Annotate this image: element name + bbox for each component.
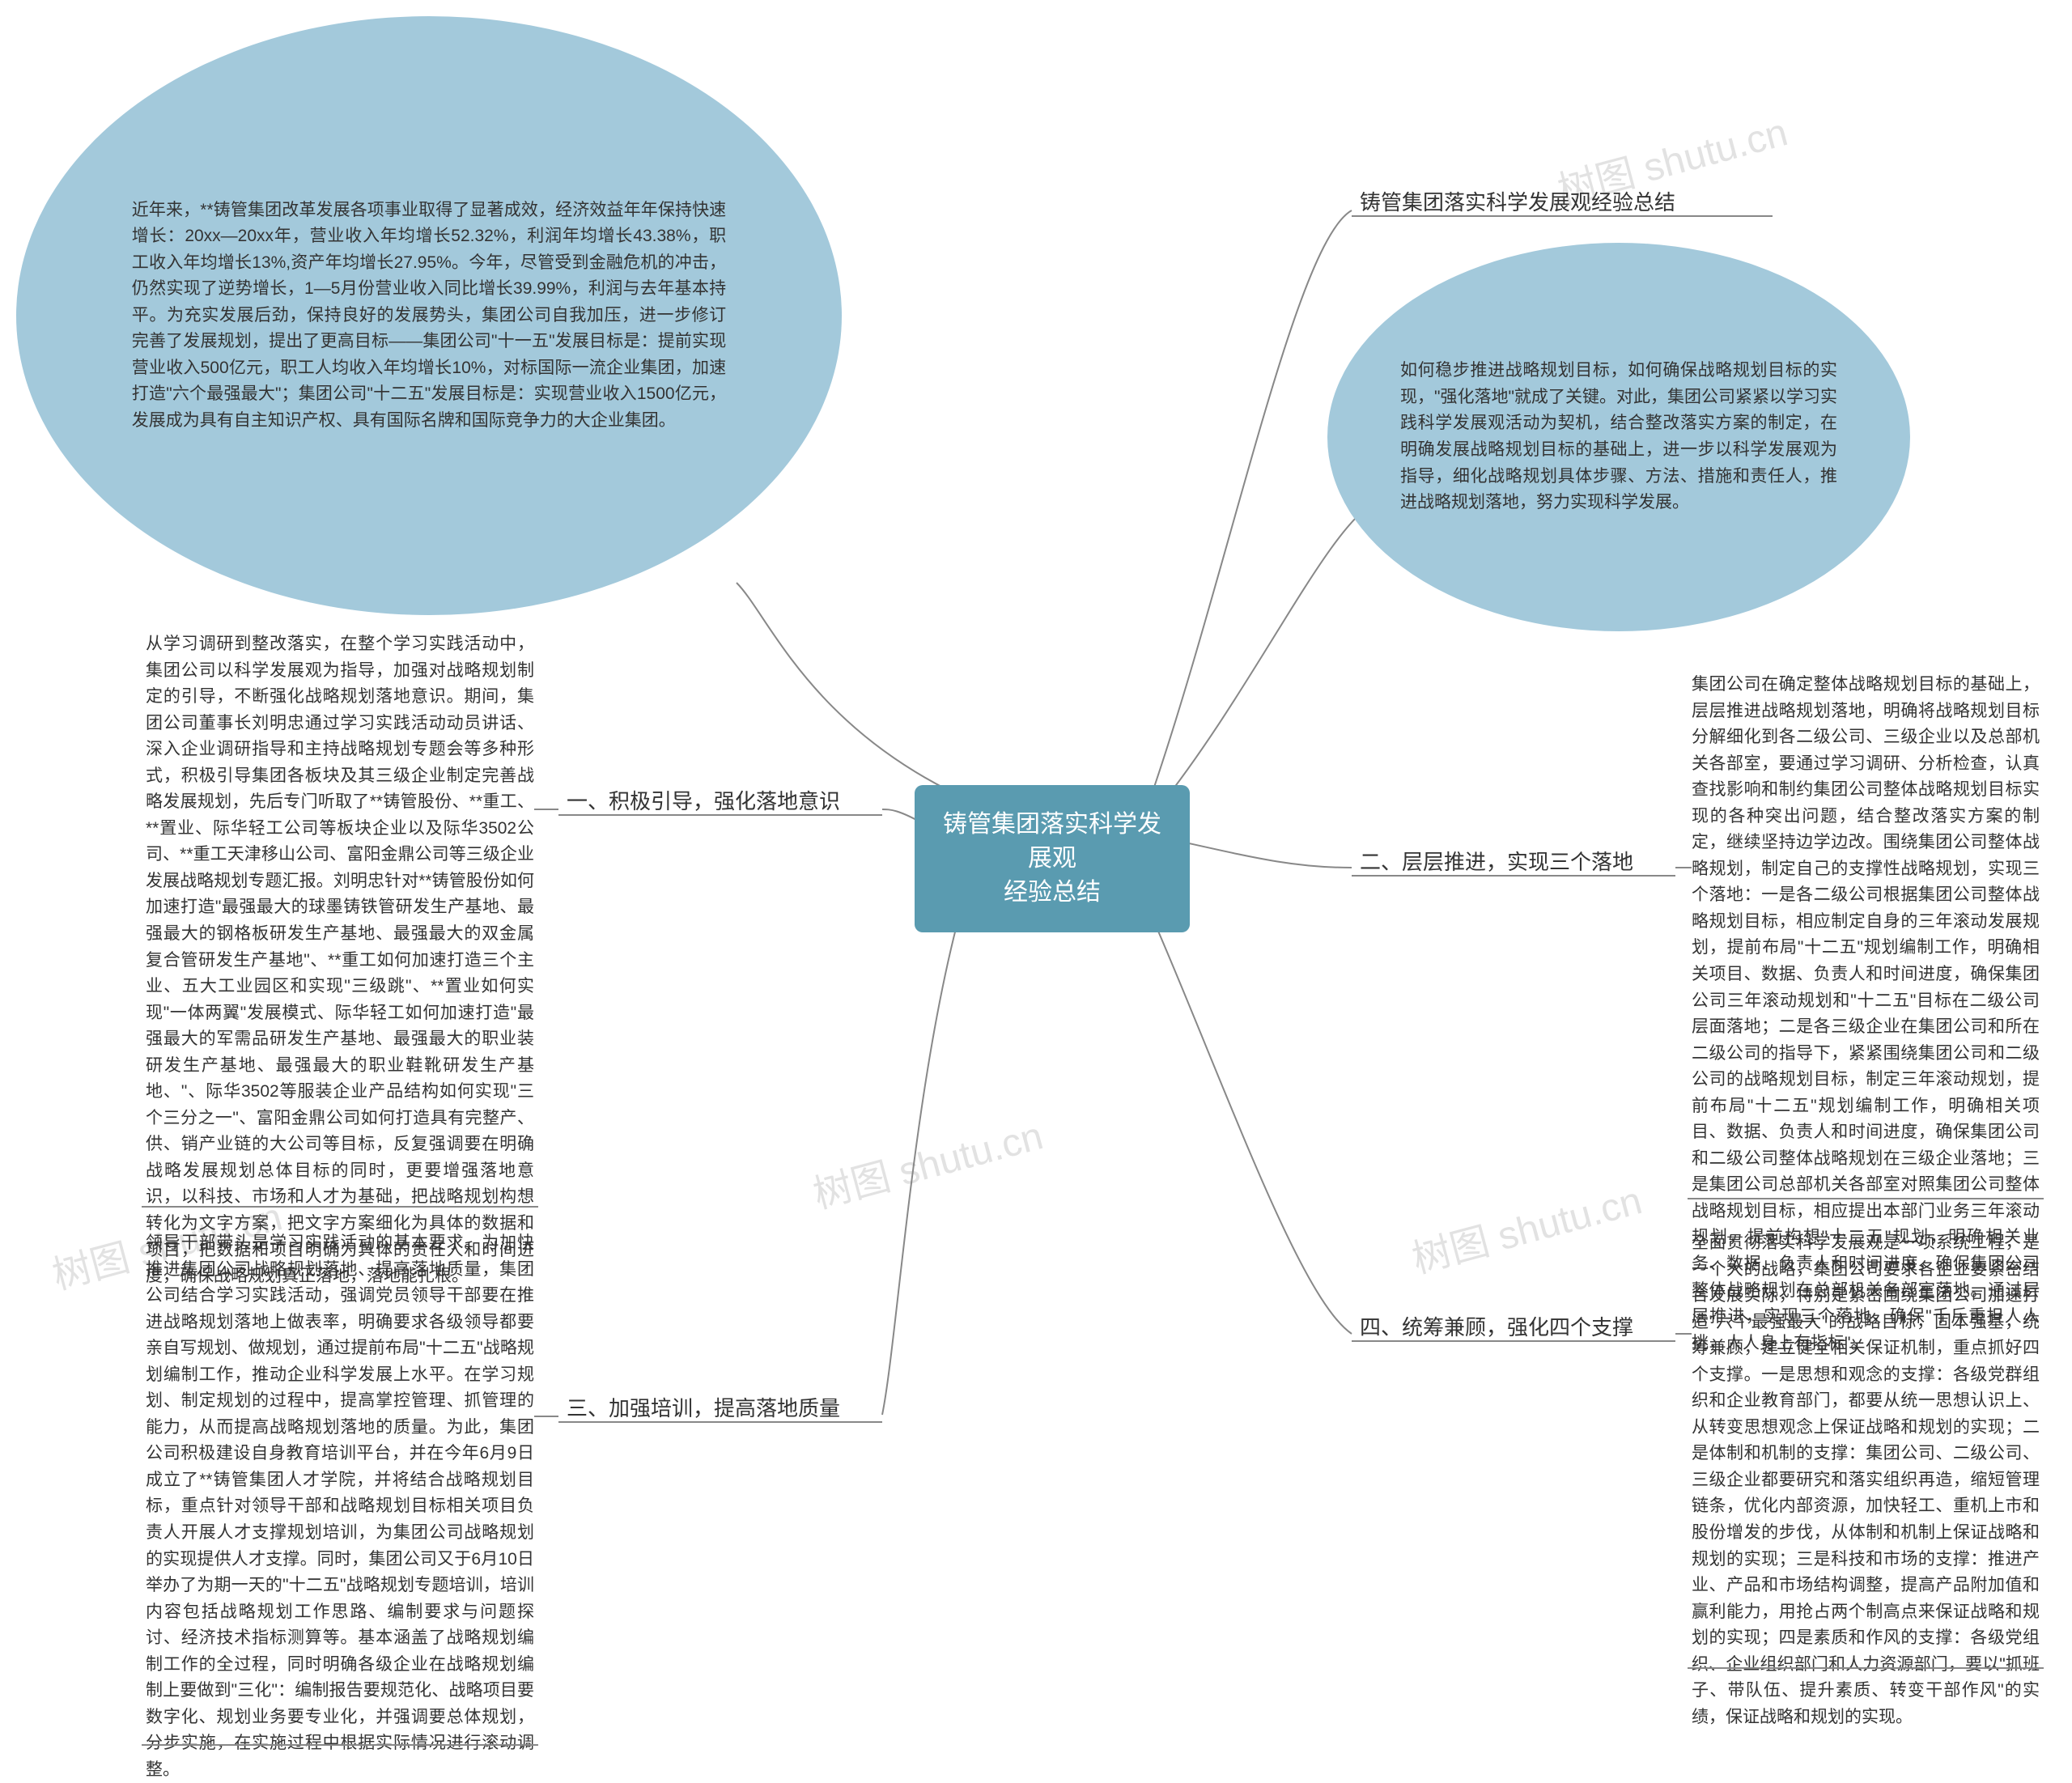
branch-4-leaf-underline — [1688, 1667, 2044, 1669]
branch-1[interactable]: 一、积极引导，强化落地意识 — [567, 785, 840, 815]
watermark: 树图 shutu.cn — [806, 1104, 1048, 1220]
branch-3[interactable]: 三、加强培训，提高落地质量 — [567, 1392, 840, 1422]
watermark: 树图 shutu.cn — [1405, 1169, 1647, 1284]
branch-title[interactable]: 铸管集团落实科学发展观经验总结 — [1360, 186, 1675, 216]
branch-1-leaf: 从学习调研到整改落实，在整个学习实践活动中，集团公司以科学发展观为指导，加强对战… — [146, 631, 534, 1290]
context-ellipse: 如何稳步推进战略规划目标，如何确保战略规划目标的实现，"强化落地"就成了关键。对… — [1327, 243, 1910, 631]
branch-3-leaf-underline — [142, 1744, 538, 1746]
branch-3-underline — [558, 1421, 882, 1423]
center-topic[interactable]: 铸管集团落实科学发展观 经验总结 — [915, 785, 1190, 932]
branch-2[interactable]: 二、层层推进，实现三个落地 — [1360, 846, 1633, 876]
center-topic-text: 铸管集团落实科学发展观 经验总结 — [943, 811, 1161, 906]
intro-ellipse: 近年来，**铸管集团改革发展各项事业取得了显著成效，经济效益年年保持快速增长：2… — [16, 16, 842, 615]
branch-4-leaf: 全面贯彻落实科学发展观是一项系统工程，是一个大的战略，集团公司要求各企业要紧密结… — [1692, 1230, 2040, 1730]
branch-2-underline — [1352, 875, 1675, 877]
branch-2-leaf-underline — [1688, 1198, 2044, 1199]
context-text: 如何稳步推进战略规划目标，如何确保战略规划目标的实现，"强化落地"就成了关键。对… — [1400, 358, 1837, 516]
branch-4-underline — [1352, 1340, 1675, 1342]
branch-3-leaf: 领导干部带头是学习实践活动的基本要求。为加快推进集团公司战略规划落地、提高落地质… — [146, 1230, 534, 1783]
branch-1-underline — [558, 814, 882, 816]
intro-text: 近年来，**铸管集团改革发展各项事业取得了显著成效，经济效益年年保持快速增长：2… — [132, 197, 726, 435]
branch-1-leaf-underline — [142, 1206, 538, 1208]
branch-title-underline — [1352, 215, 1773, 217]
branch-4[interactable]: 四、统筹兼顾，强化四个支撑 — [1360, 1311, 1633, 1341]
